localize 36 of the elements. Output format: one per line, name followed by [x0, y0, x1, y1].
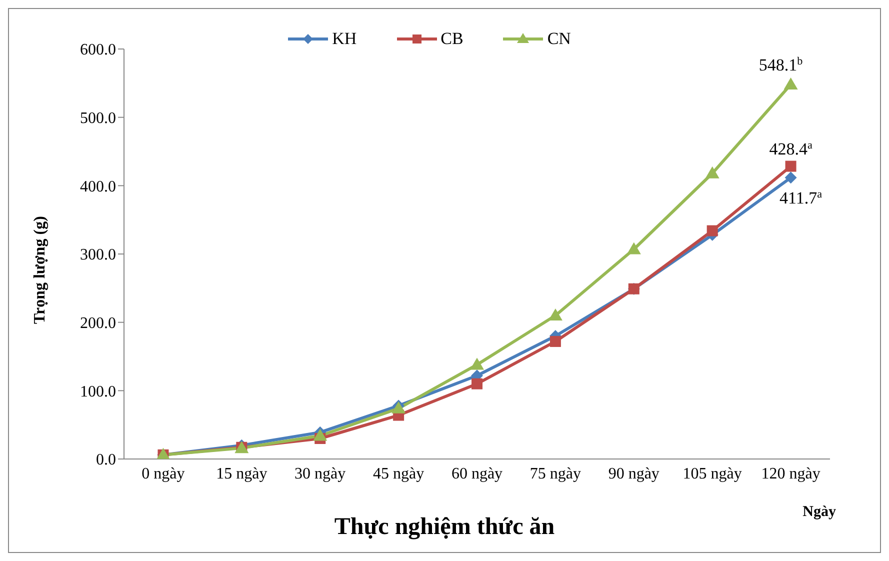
y-tick-label: 500.0	[80, 110, 116, 128]
x-tick-label: 15 ngày	[216, 465, 268, 482]
point	[550, 336, 561, 347]
y-tick-label: 300.0	[80, 246, 116, 264]
y-tick-label: 100.0	[80, 383, 116, 400]
y-tick-label: 0.0	[96, 452, 116, 469]
x-tick-label: 45 ngày	[373, 465, 424, 482]
x-tick-label: 120 ngày	[761, 465, 820, 482]
x-tick-label: 105 ngày	[682, 465, 742, 482]
point	[784, 77, 798, 90]
y-tick-label: 200.0	[80, 315, 116, 332]
x-tick-label: 90 ngày	[608, 465, 660, 482]
legend-label: CN	[546, 29, 571, 49]
y-axis-title: Trọng lượng (g)	[32, 216, 49, 324]
annotation: 428.4$^{a}$	[769, 139, 812, 158]
x-tick-label: 60 ngày	[451, 465, 503, 482]
legend-label: CB	[440, 29, 464, 49]
legend-label: KH	[331, 29, 357, 49]
point	[470, 358, 484, 370]
point	[785, 160, 796, 172]
point	[626, 242, 641, 254]
annotation: 548.1$^{b}$	[758, 55, 804, 74]
x-tick-label: 0 ngày	[142, 465, 185, 482]
annotation: 411.7$^{a}$	[780, 188, 822, 208]
point	[706, 225, 718, 236]
x-tick-label: 75 ngày	[530, 465, 581, 482]
y-tick-label: 600.0	[80, 42, 116, 59]
x-tick-label: 30 ngày	[294, 465, 346, 482]
point	[548, 308, 562, 320]
point	[472, 378, 482, 390]
point	[705, 166, 720, 178]
point	[313, 428, 328, 441]
text: Ngày	[802, 504, 836, 521]
y-tick-label: 400.0	[80, 178, 116, 196]
x-axis-title: Thực nghiệm thức ăn	[334, 514, 555, 540]
point	[784, 172, 797, 184]
